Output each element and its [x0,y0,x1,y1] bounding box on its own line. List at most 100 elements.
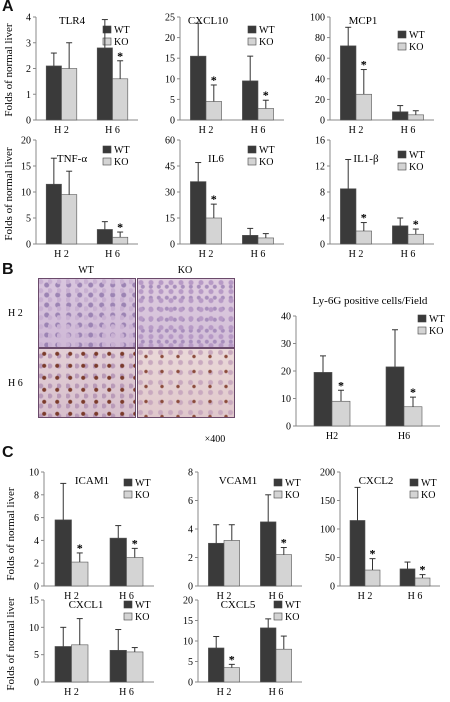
bar-c4-wt-0 [54,646,72,683]
legend-label-c4-1: KO [135,612,149,623]
x-tick-label-a3-0: H 2 [349,125,364,136]
y-tick-label-a6-1: 4 [320,214,325,225]
legend-label-b-1: KO [429,326,443,337]
bar-c3-ko-0 [364,569,381,587]
y-tick-label-a5-4: 60 [165,136,175,147]
bar-a4-ko-0 [61,194,78,245]
x-tick-label-a2-1: H 6 [251,125,266,136]
legend-swatch-c3-1 [409,490,419,499]
bar-c2-ko-1 [275,554,292,587]
bar-a1-ko-1 [112,78,129,121]
legend-swatch-a4-1 [102,157,112,166]
y-tick-label-a3-2: 40 [315,74,325,85]
significance-mark-b-1: * [410,385,416,399]
bar-c4-ko-0 [71,644,89,683]
y-tick-label-a5-2: 30 [165,188,175,199]
y-tick-label-c1-3: 6 [34,513,39,524]
y-tick-label-a3-3: 60 [315,54,325,65]
x-tick-label-c1-1: H 6 [119,591,134,602]
legend-swatch-c2-0 [273,478,283,487]
x-tick-label-c1-0: H 2 [64,591,79,602]
y-tick-label-a1-4: 4 [26,13,31,24]
legend-swatch-a5-1 [247,157,257,166]
y-tick-label-c2-2: 4 [188,525,193,536]
bar-a5-wt-1 [242,235,259,245]
y-tick-label-a4-2: 10 [21,188,31,199]
micro-row-label-h2: H 2 [8,308,23,319]
bar-c5-ko-0 [223,667,240,683]
significance-mark-a4-1: * [117,220,123,234]
bar-a6-wt-1 [392,225,409,245]
x-tick-label-c5-1: H 6 [269,687,284,698]
y-tick-label-c4-2: 10 [29,623,39,634]
x-tick-label-b-1: H6 [398,431,410,442]
significance-mark-a2-1: * [263,88,269,102]
legend-label-c5-1: KO [285,612,299,623]
panel-letter-c: C [2,444,14,461]
bar-c3-ko-1 [414,577,431,587]
significance-mark-a6-1: * [413,217,419,231]
y-tick-label-b-0: 0 [286,422,291,433]
legend-swatch-a1-0 [102,25,112,34]
bar-c4-ko-1 [126,651,144,683]
bar-a4-wt-0 [45,183,62,245]
y-tick-label-a3-1: 20 [315,95,325,106]
significance-mark-b-0: * [338,378,344,392]
x-tick-label-a6-1: H 6 [401,249,416,260]
y-tick-label-a4-4: 20 [21,136,31,147]
bar-b-ko-0 [331,400,351,427]
y-tick-label-a5-1: 15 [165,214,175,225]
significance-mark-a5-0: * [211,192,217,206]
legend-label-a1-1: KO [114,37,128,48]
legend-swatch-c5-0 [273,600,283,609]
chart-title-a4: TNF-α [57,153,87,165]
legend-label-b-0: WT [429,314,445,325]
x-tick-label-c3-0: H 2 [358,591,373,602]
legend-swatch-c4-1 [123,612,133,621]
significance-mark-a2-0: * [211,73,217,87]
bar-c5-ko-1 [275,648,292,683]
y-tick-label-c5-2: 10 [183,637,193,648]
legend-label-c1-0: WT [135,478,151,489]
y-tick-label-a3-5: 100 [310,13,325,24]
significance-mark-a6-0: * [361,211,367,225]
bar-a2-ko-1 [257,108,274,121]
x-tick-label-a2-0: H 2 [199,125,214,136]
bar-c5-wt-1 [260,627,277,683]
y-tick-label-a5-0: 0 [170,240,175,251]
micrograph-wt-h6 [38,348,136,418]
x-tick-label-c4-1: H 6 [119,687,134,698]
chart-title-b: Ly-6G positive cells/Field [313,295,428,307]
x-tick-label-c2-0: H 2 [217,591,232,602]
micrograph-ko-h2 [137,278,235,348]
y-tick-label-c2-4: 8 [188,468,193,479]
legend-label-a6-1: KO [409,162,423,173]
legend-label-c1-1: KO [135,490,149,501]
y-tick-label-a6-2: 8 [320,188,325,199]
bar-c1-wt-1 [109,537,127,587]
y-tick-label-a2-1: 5 [170,95,175,106]
micro-row-label-h6: H 6 [8,378,23,389]
significance-mark-a1-1: * [117,49,123,63]
legend-swatch-c4-0 [123,600,133,609]
legend-swatch-a2-0 [247,25,257,34]
y-tick-label-c3-1: 50 [325,553,335,564]
chart-title-c5: CXCL5 [221,599,256,611]
chart-title-a2: CXCL10 [188,15,229,27]
legend-label-a5-1: KO [259,157,273,168]
y-tick-label-c1-1: 2 [34,559,39,570]
significance-mark-c1-1: * [132,536,138,550]
bar-b-wt-0 [313,372,333,427]
legend-label-a3-1: KO [409,42,423,53]
legend-label-a4-1: KO [114,157,128,168]
bar-c1-wt-0 [54,519,72,587]
bar-a2-ko-0 [205,101,222,121]
ylabel-row-a2: Folds of normal liver [3,147,15,241]
bar-c5-wt-0 [208,647,225,683]
y-tick-label-c2-3: 6 [188,496,193,507]
y-tick-label-a1-0: 0 [26,116,31,127]
bar-c1-ko-1 [126,557,144,587]
x-tick-label-b-0: H2 [326,431,338,442]
bar-a3-ko-1 [407,114,424,121]
